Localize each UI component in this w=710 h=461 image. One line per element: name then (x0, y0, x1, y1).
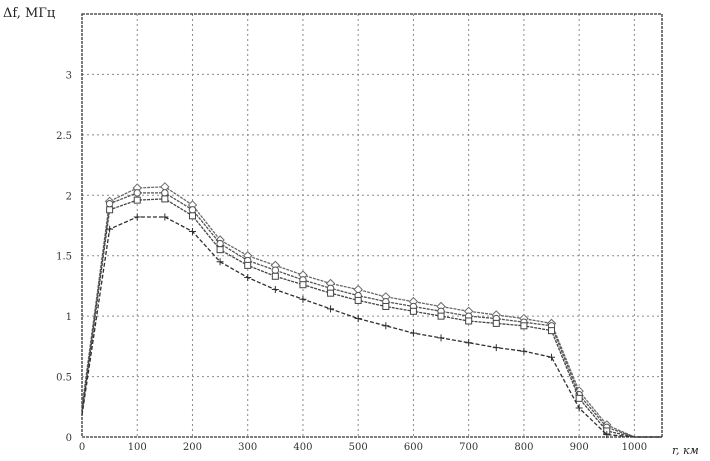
x-tick-label: 700 (459, 442, 478, 453)
y-tick-label: 2.5 (56, 131, 72, 142)
y-tick-labels: 0 0.5 1 1.5 2 2.5 3 (56, 70, 72, 444)
data-point (492, 319, 500, 327)
x-tick-label: 500 (349, 442, 368, 453)
x-tick-label: 800 (514, 442, 533, 453)
data-point (437, 312, 445, 320)
data-point (327, 305, 335, 313)
axes (81, 13, 663, 438)
data-point (105, 200, 114, 208)
data-point (133, 189, 141, 197)
data-point (188, 228, 196, 236)
x-tick-label: 0 (79, 442, 85, 453)
data-point (161, 195, 169, 203)
x-tick-label: 1000 (622, 442, 647, 453)
data-point (492, 344, 500, 352)
data-point (382, 322, 390, 330)
data-point (299, 295, 307, 303)
data-point (106, 225, 114, 233)
y-tick-label: 1 (66, 312, 72, 323)
data-point (354, 315, 362, 323)
data-point (520, 322, 528, 330)
data-point (382, 302, 390, 310)
y-tick-label: 0.5 (56, 373, 72, 384)
data-point (133, 196, 141, 204)
data-point (216, 239, 224, 248)
y-tick-label: 3 (66, 70, 72, 81)
x-axis-title: r, км (672, 444, 699, 457)
data-point (575, 394, 583, 402)
data-point (216, 246, 224, 254)
data-point (465, 317, 473, 325)
data-point (465, 339, 473, 347)
data-point (409, 307, 417, 315)
y-tick-label: 2 (66, 191, 72, 202)
x-tick-label: 600 (404, 442, 423, 453)
data-point (271, 272, 279, 280)
data-point (575, 404, 583, 412)
data-point (548, 353, 556, 361)
data-point (188, 206, 197, 214)
grid (82, 14, 662, 437)
x-tick-label: 100 (128, 442, 147, 453)
data-point (216, 258, 224, 266)
plot-frame (81, 13, 663, 438)
data-point (271, 286, 279, 294)
data-point (548, 327, 556, 335)
data-point (244, 273, 252, 281)
x-tick-label: 200 (183, 442, 202, 453)
data-point (409, 329, 417, 337)
data-point (188, 212, 196, 220)
x-tick-label: 300 (238, 442, 257, 453)
series-line-2 (81, 192, 662, 438)
data-point (354, 296, 362, 304)
x-tick-label: 900 (570, 442, 589, 453)
series-group (81, 182, 662, 439)
data-point (299, 281, 307, 289)
data-point (271, 266, 280, 274)
data-point (161, 189, 169, 197)
y-tick-label: 0 (66, 433, 72, 444)
data-point (520, 347, 528, 355)
data-point (437, 334, 445, 342)
y-axis-title: Δf, МГц (3, 6, 56, 21)
series-line-3 (81, 198, 662, 438)
data-point (327, 289, 335, 297)
series-line-4 (81, 216, 662, 438)
series-line-1 (81, 186, 662, 438)
data-point (133, 213, 141, 221)
x-tick-labels: 0 100 200 300 400 500 600 700 800 900 1000 (79, 442, 647, 453)
data-point (603, 431, 611, 439)
data-point (161, 213, 169, 221)
data-point (244, 261, 252, 269)
data-point (106, 206, 114, 214)
y-tick-label: 1.5 (56, 252, 72, 263)
x-tick-label: 400 (293, 442, 312, 453)
